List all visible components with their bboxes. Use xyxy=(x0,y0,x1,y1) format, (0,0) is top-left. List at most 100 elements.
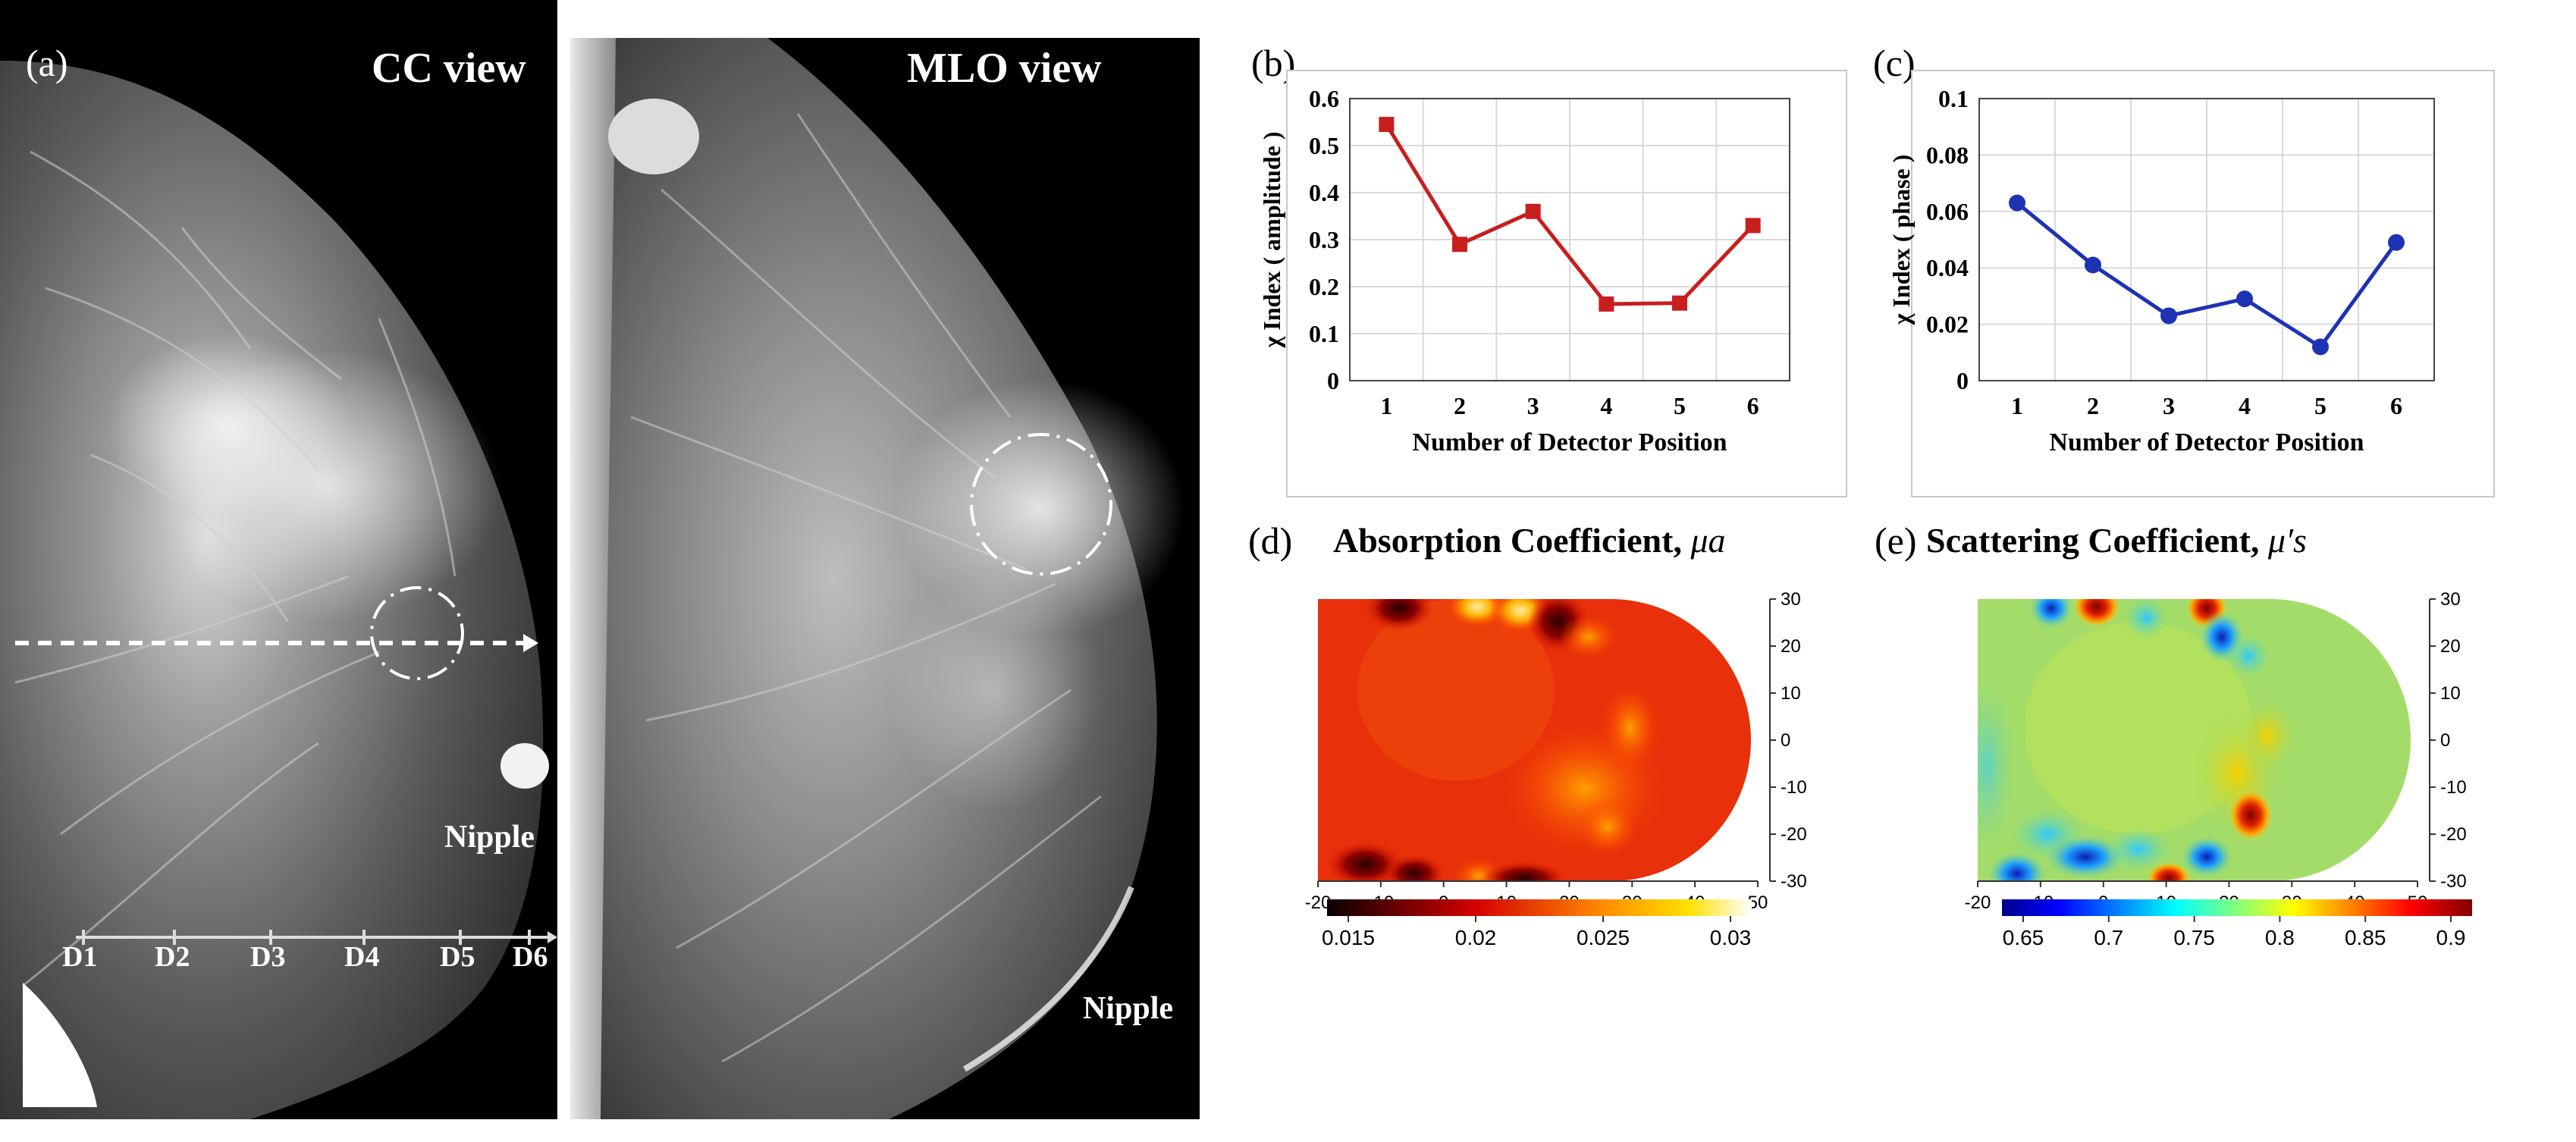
absorption-ytick-label: 20 xyxy=(1781,636,1801,657)
chart-b-plot-area xyxy=(1349,98,1790,381)
cc-nipple-label: Nipple xyxy=(444,820,535,855)
chart-b-xtick-label: 6 xyxy=(1747,392,1759,419)
absorption-field xyxy=(1318,599,1751,881)
cc-view-title: CC view xyxy=(372,45,526,92)
scattering-symbol: μ′s xyxy=(2267,521,2307,560)
chart-b-xtick-label: 3 xyxy=(1527,392,1539,419)
panel-d-title-text: Absorption Coefficient, xyxy=(1333,521,1691,560)
chart-b-ytick-label: 0.4 xyxy=(1309,179,1339,206)
chart-c-plot-area xyxy=(1978,98,2435,381)
chart-c-xtick-label: 2 xyxy=(2087,392,2099,419)
panel-e-title: Scattering Coefficient, μ′s xyxy=(1926,520,2307,560)
chart-b-data-point xyxy=(1599,296,1614,312)
chart-b-data-point xyxy=(1452,237,1467,253)
chart-c-ytick-label: 0.04 xyxy=(1926,254,1969,281)
panel-e-label: (e) xyxy=(1875,519,1917,562)
chart-c-x-axis-label: Number of Detector Position xyxy=(2049,428,2364,456)
detector-label-d1: D1 xyxy=(62,941,98,973)
absorption-colorbar-tick-label: 0.02 xyxy=(1455,926,1497,949)
scattering-ytick-label: -20 xyxy=(2440,824,2467,845)
chart-c-xtick-label: 3 xyxy=(2163,392,2175,419)
scattering-colorbar-tick-label: 0.7 xyxy=(2094,926,2123,949)
chart-b-xtick-label: 2 xyxy=(1454,392,1466,419)
mlo-view-title: MLO view xyxy=(907,45,1102,92)
absorption-colorbar-tick-label: 0.03 xyxy=(1710,926,1752,949)
chart-c-data-point xyxy=(2236,290,2253,308)
chart-c-data-point xyxy=(2312,338,2329,356)
mlo-breast-drawing xyxy=(570,38,1184,1119)
chart-b-ytick-label: 0.5 xyxy=(1309,132,1339,159)
chart-b-series-line xyxy=(1385,123,1755,306)
absorption-ytick-label: 0 xyxy=(1781,730,1790,751)
absorption-colorbar-tick-label: 0.015 xyxy=(1322,926,1375,949)
chart-c-data-point xyxy=(2160,307,2177,325)
chart-c: 0 0.02 0.04 0.06 0.08 0.1 1 2 3 4 5 6 Number of Dete… xyxy=(1887,85,2435,456)
chart-b-ytick-label: 0.1 xyxy=(1309,320,1339,347)
scattering-map: -20-10010203040503020100-10-20-30 0.650.… xyxy=(1965,589,2472,949)
chart-c-ytick-label: 0.1 xyxy=(1938,85,1969,112)
scattering-colorbar-tick-label: 0.85 xyxy=(2345,926,2386,949)
detector-label-d6: D6 xyxy=(513,941,548,973)
chart-c-ytick-label: 0.06 xyxy=(1926,198,1969,225)
absorption-ytick-label: 30 xyxy=(1781,589,1801,610)
scattering-colorbar-tick-label: 0.65 xyxy=(2003,926,2044,949)
scattering-field xyxy=(1978,599,2411,881)
chart-c-data-point xyxy=(2085,256,2101,274)
chart-b-x-axis-label: Number of Detector Position xyxy=(1412,428,1727,456)
chart-b-ytick-label: 0.3 xyxy=(1309,226,1339,253)
scattering-ytick-label: 30 xyxy=(2440,589,2461,610)
detector-label-d3: D3 xyxy=(250,941,286,973)
chart-b-data-point xyxy=(1379,117,1395,133)
chart-c-xtick-label: 6 xyxy=(2390,392,2402,419)
absorption-map: -20-10010203040503020100-10-20-30 0.0150… xyxy=(1305,589,1807,949)
chart-c-data-point xyxy=(2009,194,2025,212)
chart-b-y-axis-label: χ Index ( amplitude ) xyxy=(1258,131,1285,348)
chart-c-ytick-label: 0.08 xyxy=(1926,141,1969,168)
detector-label-d5: D5 xyxy=(440,941,475,973)
scattering-ytick-label: 0 xyxy=(2440,730,2450,751)
scattering-ytick-label: -10 xyxy=(2440,777,2467,798)
scattering-ytick-label: 10 xyxy=(2440,683,2461,704)
panel-e-title-text: Scattering Coefficient, xyxy=(1926,521,2268,560)
chart-b-xtick-label: 5 xyxy=(1674,392,1686,419)
absorption-ytick-label: -30 xyxy=(1781,871,1807,892)
chart-b-ytick-label: 0.2 xyxy=(1309,273,1339,300)
chart-b-frame xyxy=(1286,70,1847,497)
scattering-colorbar-tick-label: 0.75 xyxy=(2173,926,2215,949)
cc-view-image xyxy=(0,0,557,1119)
chart-c-xtick-label: 1 xyxy=(2011,392,2023,419)
chart-b-xtick-label: 4 xyxy=(1600,392,1612,419)
panel-c-label: (c) xyxy=(1873,42,1916,84)
chart-c-xtick-label: 5 xyxy=(2314,392,2327,419)
chart-c-y-axis-label: χ Index ( phase ) xyxy=(1887,155,1915,326)
chart-b-ytick-label: 0 xyxy=(1327,367,1339,394)
cc-breast-drawing xyxy=(0,61,557,1119)
mlo-nipple-label: Nipple xyxy=(1083,991,1174,1026)
scattering-colorbar-tick-label: 0.9 xyxy=(2436,926,2466,949)
absorption-ytick-label: 10 xyxy=(1781,683,1801,704)
chart-b-data-point xyxy=(1745,218,1761,234)
panel-d-title: Absorption Coefficient, μa xyxy=(1333,520,1726,560)
absorption-colorbar xyxy=(1327,899,1752,916)
scattering-xtick-label: -20 xyxy=(1965,893,1991,913)
panel-a-label: (a) xyxy=(26,42,68,84)
scattering-colorbar-tick-label: 0.8 xyxy=(2265,926,2295,949)
scattering-ytick-label: 20 xyxy=(2440,636,2461,657)
scattering-colorbar xyxy=(2002,899,2472,916)
absorption-ytick-label: -20 xyxy=(1781,824,1807,845)
chart-c-xtick-label: 4 xyxy=(2239,392,2251,419)
scattering-ytick-label: -30 xyxy=(2440,871,2467,892)
absorption-symbol: μa xyxy=(1690,521,1726,560)
absorption-colorbar-tick-label: 0.025 xyxy=(1577,926,1630,949)
mlo-view-image xyxy=(570,38,1200,1119)
detector-label-d2: D2 xyxy=(155,941,190,973)
absorption-xtick-label: -20 xyxy=(1305,893,1332,913)
chart-c-frame xyxy=(1911,70,2495,497)
detector-label-d4: D4 xyxy=(344,941,380,973)
chart-b-data-point xyxy=(1672,295,1687,311)
chart-c-data-point xyxy=(2388,234,2405,251)
panel-d-label: (d) xyxy=(1248,519,1293,562)
chart-c-series-line xyxy=(2016,201,2399,350)
chart-b-xtick-label: 1 xyxy=(1380,392,1392,419)
chart-b-data-point xyxy=(1525,203,1541,219)
